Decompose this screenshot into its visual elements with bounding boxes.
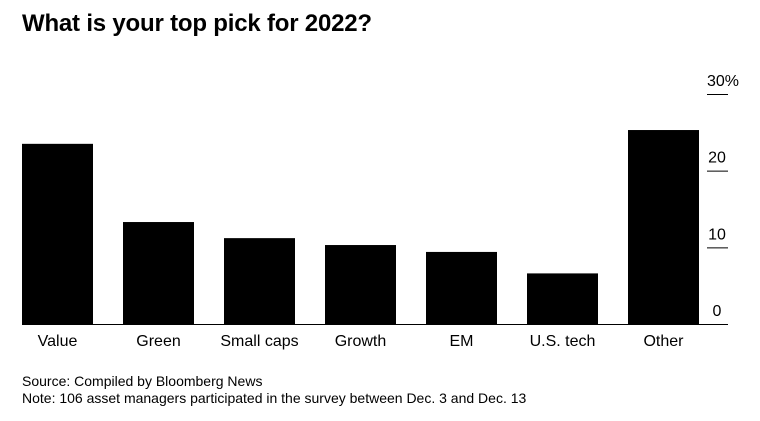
y-tick-label: 0 [713,303,722,320]
bar-other [628,130,699,324]
bar-em [426,251,497,324]
bar-green [123,222,194,324]
source-note: Source: Compiled by Bloomberg News [22,373,263,389]
bar-growth [325,245,396,324]
x-tick-label: Small caps [220,333,298,350]
bar-value [22,143,93,324]
x-tick-label: Other [643,333,684,350]
x-tick-label: Growth [335,333,387,350]
bar-u-s-tech [527,273,598,324]
bar-small-caps [224,238,295,324]
chart-title: What is your top pick for 2022? [22,10,372,37]
survey-note: Note: 106 asset managers participated in… [22,390,527,406]
x-tick-label: U.S. tech [530,333,596,350]
y-tick-label: 20 [708,150,726,167]
y-tick-label: 30% [707,73,739,90]
x-tick-label: EM [450,333,474,350]
chart-footnotes: Source: Compiled by Bloomberg News Note:… [22,373,526,407]
y-tick-label: 10 [708,226,726,243]
x-tick-label: Green [136,333,180,350]
x-tick-label: Value [38,333,78,350]
